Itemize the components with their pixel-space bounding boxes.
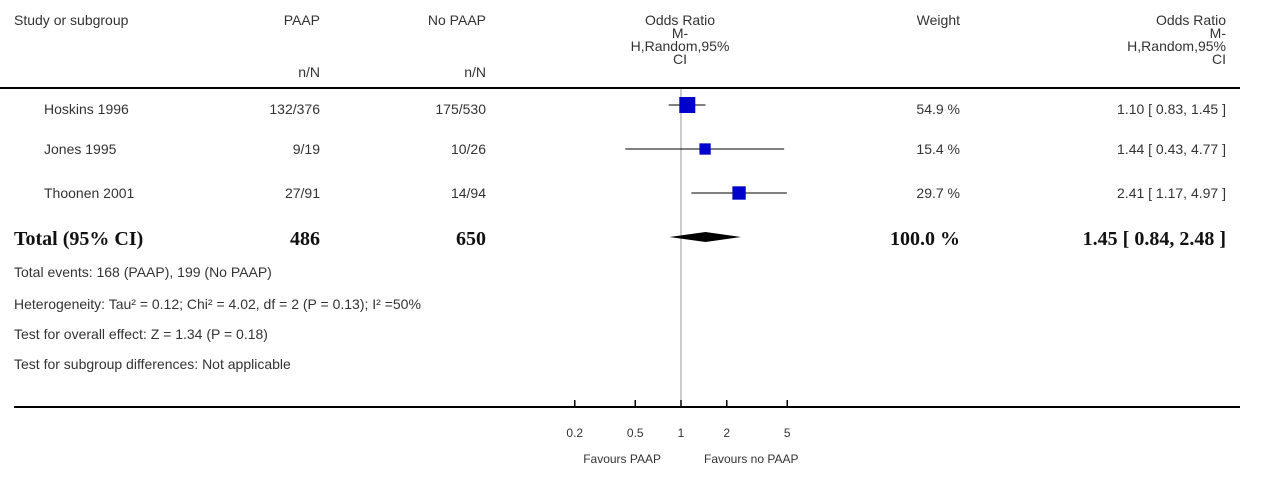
- favours-right-label: Favours no PAAP: [704, 452, 799, 466]
- study-paap: 9/19: [292, 141, 320, 157]
- header-or-line3: H,Random,95%: [630, 38, 730, 54]
- favours-left-label: Favours PAAP: [583, 452, 661, 466]
- study-or-text: 1.10 [ 0.83, 1.45 ]: [1117, 101, 1226, 117]
- study-name: Hoskins 1996: [44, 101, 129, 117]
- header-weight: Weight: [916, 12, 960, 28]
- axis-tick-label: 0.5: [626, 426, 644, 440]
- header-paap: PAAP: [283, 12, 320, 28]
- total-or-text: 1.45 [ 0.84, 2.48 ]: [1082, 228, 1226, 250]
- total-no-paap: 650: [456, 228, 486, 250]
- total-weight: 100.0 %: [890, 228, 960, 250]
- study-no-paap: 14/94: [450, 185, 486, 201]
- heterogeneity-note: Heterogeneity: Tau² = 0.12; Chi² = 4.02,…: [14, 296, 421, 312]
- axis-tick-label: 5: [783, 426, 791, 440]
- study-paap: 132/376: [269, 101, 320, 117]
- study-name: Jones 1995: [44, 141, 117, 157]
- study-no-paap: 175/530: [435, 101, 486, 117]
- axis-tick-label: 1: [677, 426, 685, 440]
- header-or2-line3: H,Random,95%: [1127, 38, 1226, 54]
- header-rule: [0, 87, 1240, 89]
- axis-tick-label: 0.2: [566, 426, 584, 440]
- header-paap-sub: n/N: [298, 64, 320, 80]
- header-or2-line1: Odds Ratio: [1155, 12, 1226, 28]
- header-or2-line4: CI: [1212, 51, 1226, 67]
- overall-effect-note: Test for overall effect: Z = 1.34 (P = 0…: [14, 326, 268, 342]
- bottom-rule: [14, 406, 1240, 408]
- study-or-text: 2.41 [ 1.17, 4.97 ]: [1117, 185, 1226, 201]
- header-no-paap: No PAAP: [427, 12, 486, 28]
- study-marker: [699, 143, 711, 155]
- study-marker: [732, 186, 746, 200]
- study-weight: 54.9 %: [916, 101, 960, 117]
- header-or-line2: M-: [671, 25, 689, 41]
- study-name: Thoonen 2001: [44, 185, 135, 201]
- header-study: Study or subgroup: [14, 12, 129, 28]
- header-or2-line2: M-: [1209, 25, 1226, 41]
- header-no-paap-sub: n/N: [464, 64, 486, 80]
- header-or-line4: CI: [673, 51, 687, 67]
- header-or-line1: Odds Ratio: [644, 12, 716, 28]
- study-weight: 29.7 %: [916, 185, 960, 201]
- study-marker: [679, 97, 696, 113]
- study-or-text: 1.44 [ 0.43, 4.77 ]: [1117, 141, 1226, 157]
- study-paap: 27/91: [284, 185, 320, 201]
- pooled-diamond: [669, 232, 741, 242]
- total-paap: 486: [290, 228, 320, 250]
- total-events-note: Total events: 168 (PAAP), 199 (No PAAP): [14, 264, 272, 280]
- study-weight: 15.4 %: [916, 141, 960, 157]
- study-no-paap: 10/26: [450, 141, 486, 157]
- axis-tick-label: 2: [723, 426, 731, 440]
- total-label: Total (95% CI): [14, 228, 144, 250]
- subgroup-note: Test for subgroup differences: Not appli…: [14, 356, 291, 372]
